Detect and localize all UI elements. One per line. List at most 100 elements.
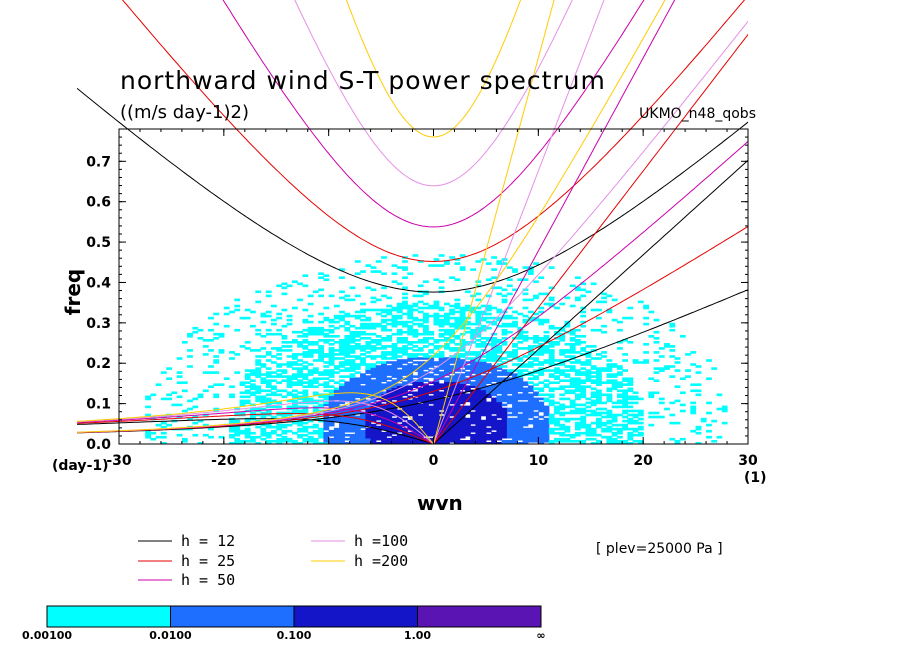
power-cell	[449, 359, 455, 362]
power-cell	[554, 343, 560, 346]
dispersion-curve-h25-0	[121, 0, 746, 263]
power-cell	[575, 343, 581, 346]
power-cell	[271, 379, 277, 382]
power-cell	[444, 260, 450, 263]
power-cell	[522, 337, 529, 340]
power-cell	[360, 415, 366, 419]
power-cell	[344, 395, 351, 399]
power-cell	[700, 419, 707, 423]
power-cell	[281, 395, 288, 399]
power-cell	[312, 367, 319, 370]
power-cell	[370, 419, 377, 423]
x-axis-label: wvn	[417, 491, 463, 515]
power-cell	[512, 411, 518, 415]
power-cell	[423, 391, 429, 395]
power-cell	[229, 393, 235, 397]
power-cell	[533, 421, 539, 425]
power-cell	[585, 427, 592, 431]
power-cell	[496, 427, 503, 431]
power-cell	[391, 357, 398, 360]
power-cell	[580, 440, 587, 443]
power-cell	[428, 433, 435, 437]
power-cell	[470, 393, 476, 397]
power-cell	[470, 415, 476, 419]
power-cell	[512, 421, 518, 425]
power-cell	[339, 425, 345, 429]
power-cell	[360, 345, 366, 348]
power-cell	[627, 377, 634, 380]
power-cell	[391, 318, 398, 322]
power-cell	[365, 391, 372, 395]
power-cell	[496, 405, 503, 409]
power-cell	[396, 419, 403, 423]
power-cell	[297, 405, 303, 409]
power-cell	[412, 405, 419, 409]
power-cell	[543, 349, 550, 352]
power-cell	[543, 361, 550, 364]
power-cell	[386, 442, 393, 444]
power-cell	[391, 316, 398, 320]
power-cell	[396, 409, 403, 413]
power-cell	[386, 357, 393, 360]
power-cell	[590, 393, 597, 397]
power-cell	[349, 423, 356, 427]
power-cell	[496, 316, 503, 320]
power-cell	[360, 361, 366, 364]
power-cell	[323, 341, 330, 344]
power-cell	[470, 365, 476, 368]
power-cell	[271, 391, 277, 395]
power-cell	[344, 359, 351, 362]
power-cell	[218, 335, 225, 338]
power-cell	[480, 411, 487, 415]
power-cell	[365, 427, 372, 431]
power-cell	[323, 355, 330, 358]
power-cell	[533, 393, 539, 397]
power-cell	[480, 375, 487, 378]
power-cell	[601, 330, 607, 334]
power-cell	[286, 423, 293, 427]
power-cell	[538, 337, 545, 340]
power-cell	[333, 335, 340, 338]
power-cell	[433, 395, 440, 399]
power-cell	[160, 421, 167, 425]
power-cell	[585, 361, 592, 364]
power-cell	[318, 427, 324, 431]
power-cell	[354, 335, 361, 338]
power-cell	[449, 339, 455, 342]
power-cell	[370, 355, 377, 358]
power-cell	[318, 371, 324, 374]
power-cell	[328, 417, 335, 421]
power-cell	[517, 397, 524, 401]
power-cell	[370, 363, 377, 366]
power-cell	[250, 387, 256, 391]
power-cell	[627, 413, 634, 417]
power-cell	[596, 423, 602, 427]
power-cell	[480, 318, 487, 322]
power-cell	[491, 427, 497, 431]
power-cell	[391, 367, 398, 370]
power-cell	[412, 318, 419, 322]
power-cell	[412, 367, 419, 370]
power-cell	[438, 324, 445, 328]
power-cell	[575, 381, 581, 384]
power-cell	[480, 385, 487, 388]
power-cell	[533, 369, 539, 372]
power-cell	[375, 355, 382, 358]
power-cell	[386, 339, 393, 342]
power-cell	[554, 306, 560, 310]
power-cell	[533, 425, 539, 429]
power-cell	[433, 427, 440, 431]
power-cell	[370, 440, 377, 443]
power-cell	[459, 314, 466, 318]
power-cell	[160, 425, 167, 429]
power-cell	[459, 435, 466, 439]
power-cell	[475, 260, 482, 263]
power-cell	[318, 413, 324, 417]
power-cell	[271, 415, 277, 419]
x-tick-label: 0	[429, 453, 439, 469]
power-cell	[407, 413, 414, 417]
power-cell	[155, 435, 162, 439]
power-cell	[512, 349, 518, 352]
power-cell	[548, 349, 555, 352]
power-cell	[548, 357, 555, 360]
